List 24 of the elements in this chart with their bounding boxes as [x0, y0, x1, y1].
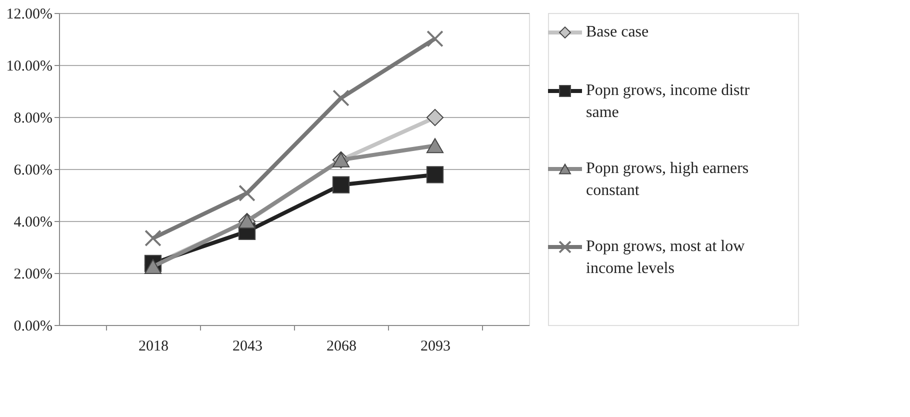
y-tick-label: 2.00% — [14, 266, 52, 282]
legend-label: Popn grows, most at low income levels — [586, 238, 746, 277]
x-tick-label: 2093 — [420, 338, 450, 354]
point — [426, 108, 444, 126]
point — [238, 184, 256, 202]
x-tick-label: 2068 — [326, 338, 356, 354]
point — [144, 230, 162, 247]
point — [426, 138, 444, 154]
point — [144, 259, 162, 274]
y-tick-label: 12.00% — [6, 6, 52, 22]
y-tick-label: 8.00% — [14, 110, 52, 126]
x-tick-label: 2043 — [232, 338, 262, 354]
y-tick-label: 0.00% — [14, 318, 52, 334]
y-tick-label: 4.00% — [14, 214, 52, 230]
point — [426, 166, 444, 184]
x-tick-label: 2018 — [138, 338, 168, 354]
point — [332, 176, 350, 194]
legend-label: Popn grows, high earners constant — [586, 160, 749, 199]
y-tick-label: 6.00% — [14, 162, 52, 178]
legend-label: Popn grows, income distr same — [586, 82, 750, 121]
point — [426, 30, 444, 48]
y-tick-label: 10.00% — [6, 58, 52, 74]
legend-label: Base case — [586, 24, 649, 40]
point — [332, 90, 350, 106]
